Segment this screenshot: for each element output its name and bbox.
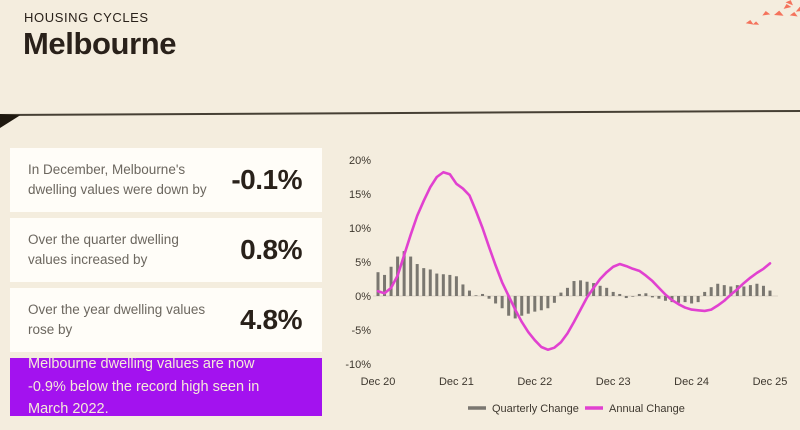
quarterly-legend-label: Quarterly Change — [492, 403, 579, 415]
annual-legend-label: Annual Change — [609, 403, 685, 415]
x-axis-labels: Dec 20 Dec 21 Dec 22 Dec 23 Dec 24 Dec 25 — [361, 376, 788, 388]
y-axis-labels: 20% 15% 10% 5% 0% -5% -10% — [345, 155, 371, 371]
record-high-banner: Melbourne dwelling values are now -0.9% … — [10, 356, 322, 417]
stat-label: In December, Melbourne's dwelling values… — [28, 161, 207, 197]
svg-text:20%: 20% — [349, 155, 371, 167]
confetti-triangle-icon — [752, 21, 760, 25]
stat-value: 0.8% — [240, 234, 302, 265]
cycles-chart-svg: 20%15%10%5%0%-5%-10%Dec 20 Dec 21 Dec 22 De… — [345, 155, 788, 415]
divider-wedge-icon — [0, 114, 20, 128]
confetti-triangle-icon — [789, 11, 799, 17]
svg-text:Dec 25: Dec 25 — [753, 376, 788, 388]
stat-card-monthly: In December, Melbourne's dwelling values… — [10, 148, 322, 212]
svg-text:Dec 22: Dec 22 — [517, 376, 552, 388]
svg-text:5%: 5% — [355, 257, 371, 269]
stat-card-quarterly: Over the quarter dwelling values increas… — [10, 218, 322, 282]
annual-change-line — [376, 170, 772, 352]
svg-text:-5%: -5% — [351, 325, 371, 337]
stat-value: 4.8% — [240, 304, 302, 335]
svg-text:15%: 15% — [349, 189, 371, 201]
section-kicker: HOUSING CYCLES — [24, 10, 149, 25]
svg-text:10%: 10% — [349, 223, 371, 235]
stats-panel: In December, Melbourne's dwelling values… — [10, 148, 322, 417]
svg-text:Dec 21: Dec 21 — [439, 376, 474, 388]
stat-label: Over the quarter dwelling values increas… — [28, 231, 179, 267]
stat-label: Over the year dwelling values rose by — [28, 301, 206, 337]
svg-text:Dec 23: Dec 23 — [596, 376, 631, 388]
confetti-triangle-icon — [774, 10, 784, 16]
confetti-triangle-icon — [795, 6, 800, 12]
header-divider-line — [0, 109, 800, 116]
housing-cycles-chart: 20% 15% 10% 5% 0% -5% -10% Dec 20 Dec 21 Dec 22 De… — [340, 140, 800, 430]
record-high-banner-text: Melbourne dwelling values are now -0.9% … — [28, 356, 260, 418]
stat-value: -0.1% — [231, 164, 302, 195]
svg-text:0%: 0% — [355, 291, 371, 303]
confetti-triangle-icon — [761, 10, 771, 16]
page-title: Melbourne — [23, 26, 177, 61]
stat-card-annual: Over the year dwelling values rose by 4.… — [10, 288, 322, 352]
svg-text:Dec 20: Dec 20 — [361, 376, 396, 388]
chart-legend: Quarterly Change Annual Change — [468, 403, 685, 415]
svg-text:-10%: -10% — [345, 359, 371, 371]
svg-text:Dec 24: Dec 24 — [674, 376, 709, 388]
confetti-decoration — [740, 0, 800, 30]
